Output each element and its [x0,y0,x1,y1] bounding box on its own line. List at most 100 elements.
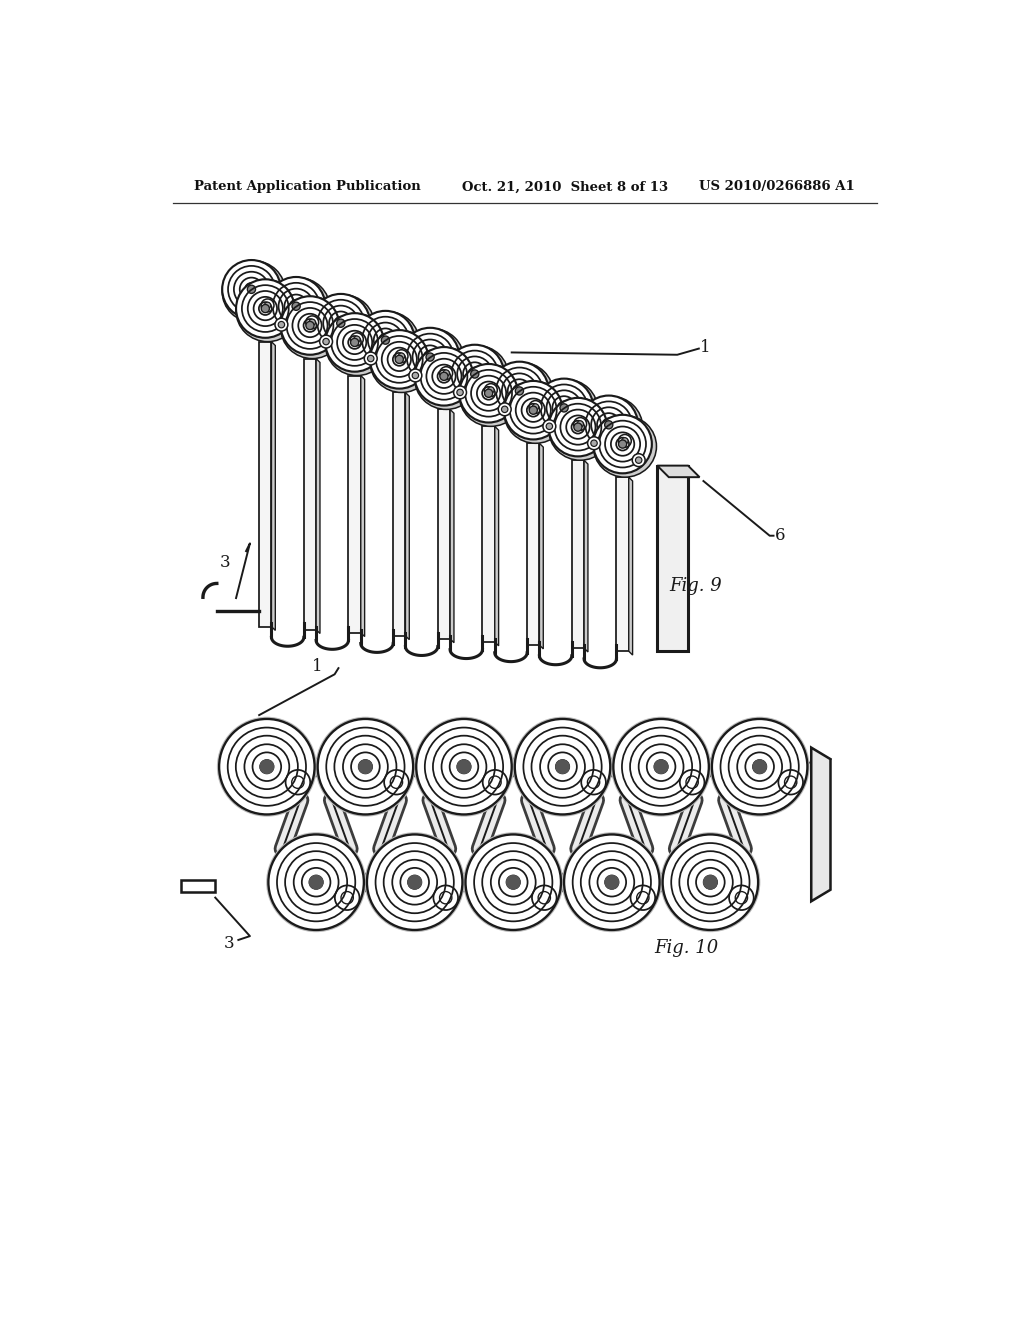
Text: 6: 6 [775,527,785,544]
Circle shape [778,770,803,795]
Ellipse shape [237,280,299,342]
Circle shape [317,719,413,814]
Text: 3: 3 [220,554,230,572]
Ellipse shape [529,407,538,414]
Circle shape [711,718,809,816]
Circle shape [260,760,273,774]
Ellipse shape [381,337,389,345]
Polygon shape [406,392,410,640]
Polygon shape [259,342,271,627]
Ellipse shape [311,294,375,356]
Circle shape [408,875,421,888]
Ellipse shape [415,348,478,409]
Polygon shape [540,444,544,649]
Circle shape [286,770,310,795]
Text: Fig. 9: Fig. 9 [670,577,722,595]
Circle shape [631,886,655,909]
Circle shape [367,834,463,929]
Circle shape [267,833,366,932]
Polygon shape [438,409,451,639]
Text: Fig. 10: Fig. 10 [654,939,719,957]
Polygon shape [527,444,540,645]
Ellipse shape [409,370,422,381]
Circle shape [582,770,606,795]
Ellipse shape [275,318,288,331]
Circle shape [358,760,372,774]
Ellipse shape [306,315,318,329]
Circle shape [507,875,520,888]
Circle shape [415,718,513,816]
Ellipse shape [326,314,388,375]
Ellipse shape [460,364,522,426]
Polygon shape [482,426,495,642]
Ellipse shape [490,362,549,420]
Polygon shape [451,409,454,643]
Ellipse shape [261,298,274,312]
Ellipse shape [515,387,523,395]
Circle shape [531,886,557,909]
Circle shape [416,719,512,814]
Ellipse shape [395,350,408,363]
Ellipse shape [311,294,370,352]
Ellipse shape [370,331,433,392]
Ellipse shape [535,379,593,437]
Circle shape [513,718,611,816]
Circle shape [433,886,458,909]
Ellipse shape [426,352,434,362]
Ellipse shape [499,403,511,416]
Polygon shape [360,376,365,636]
Ellipse shape [529,400,542,413]
Circle shape [464,833,562,932]
Ellipse shape [356,312,419,374]
Polygon shape [811,747,830,902]
Ellipse shape [306,321,314,330]
Ellipse shape [350,338,358,347]
Ellipse shape [337,319,345,327]
Circle shape [466,834,561,929]
Ellipse shape [237,280,295,338]
Ellipse shape [535,379,598,441]
Polygon shape [657,466,699,478]
Polygon shape [616,478,629,651]
Ellipse shape [549,397,607,457]
Ellipse shape [573,417,587,430]
Circle shape [309,875,323,888]
Ellipse shape [549,399,611,461]
Circle shape [663,834,758,929]
Polygon shape [348,376,360,632]
Polygon shape [657,466,688,651]
Circle shape [219,719,314,814]
Circle shape [366,833,464,932]
Ellipse shape [279,322,285,327]
Ellipse shape [504,381,562,440]
Ellipse shape [484,384,498,396]
Polygon shape [571,461,584,648]
Ellipse shape [560,404,568,412]
Ellipse shape [618,440,627,449]
Circle shape [703,875,717,888]
Ellipse shape [580,396,643,458]
Ellipse shape [222,261,286,322]
Ellipse shape [546,424,553,429]
Ellipse shape [618,434,631,447]
Circle shape [482,770,507,795]
Ellipse shape [413,372,419,379]
Circle shape [605,875,618,888]
Ellipse shape [445,346,509,407]
Ellipse shape [400,327,460,387]
Ellipse shape [281,296,339,355]
Polygon shape [316,359,319,634]
Ellipse shape [365,352,377,364]
Ellipse shape [292,302,300,310]
Ellipse shape [398,352,404,359]
Text: 1: 1 [312,659,323,675]
Ellipse shape [502,407,508,413]
Ellipse shape [368,355,374,362]
Ellipse shape [591,440,597,446]
Polygon shape [271,342,275,631]
Circle shape [654,760,668,774]
Ellipse shape [636,457,642,463]
Circle shape [217,718,316,816]
Ellipse shape [588,437,600,450]
Circle shape [613,719,709,814]
